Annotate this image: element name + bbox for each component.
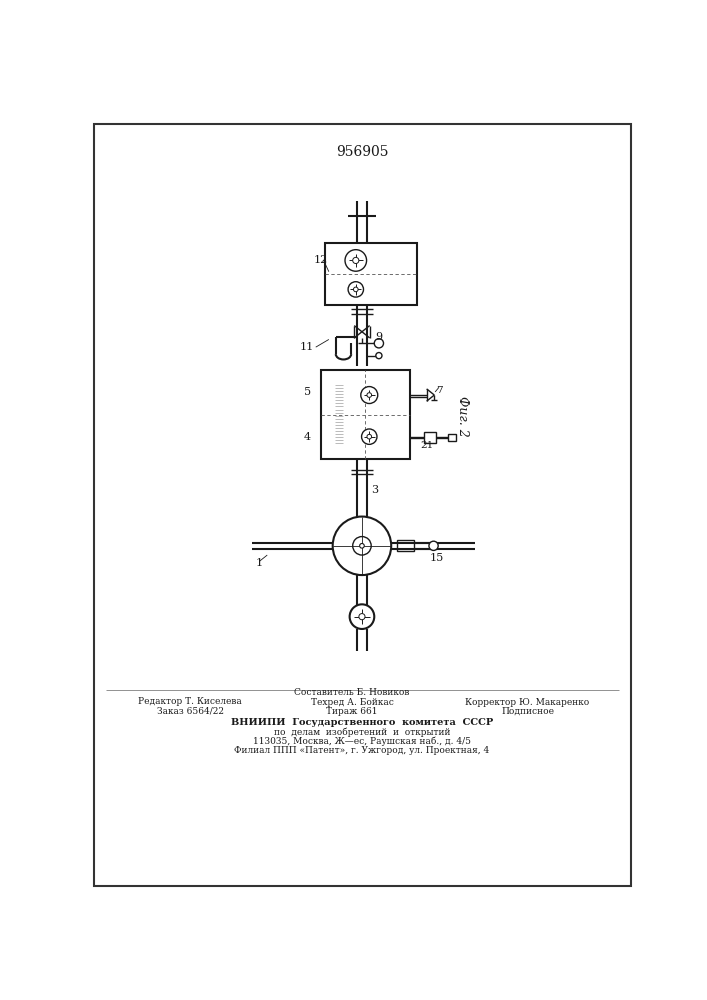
Text: Филиал ППП «Патент», г. Ужгород, ул. Проектная, 4: Филиал ППП «Патент», г. Ужгород, ул. Про…: [234, 746, 489, 755]
Text: Составитель Б. Новиков: Составитель Б. Новиков: [294, 688, 409, 697]
Circle shape: [350, 604, 374, 629]
Bar: [397, 540, 414, 551]
Circle shape: [354, 287, 358, 292]
Text: 1: 1: [256, 558, 263, 568]
Circle shape: [353, 257, 359, 264]
Text: 21: 21: [420, 441, 433, 450]
Circle shape: [359, 614, 365, 620]
Circle shape: [360, 544, 364, 548]
Circle shape: [376, 353, 382, 359]
Text: 11: 11: [299, 342, 313, 352]
Text: Корректор Ю. Макаренко: Корректор Ю. Макаренко: [465, 698, 590, 707]
Bar: [448, 434, 456, 441]
Text: 15: 15: [430, 553, 444, 563]
Circle shape: [348, 282, 363, 297]
Text: Техред А. Бойкас: Техред А. Бойкас: [310, 698, 393, 707]
Circle shape: [345, 250, 366, 271]
Circle shape: [361, 429, 377, 444]
Bar: [325, 243, 417, 305]
Circle shape: [333, 517, 391, 575]
Text: 956905: 956905: [336, 145, 388, 159]
Text: ВНИИПИ  Государственного  комитета  СССР: ВНИИПИ Государственного комитета СССР: [230, 718, 493, 727]
Text: 7: 7: [436, 386, 443, 395]
Text: 12: 12: [313, 255, 327, 265]
Text: 3: 3: [371, 485, 378, 495]
Text: Редактор Т. Киселева: Редактор Т. Киселева: [139, 697, 242, 706]
Text: 9: 9: [375, 332, 382, 342]
Circle shape: [353, 537, 371, 555]
Text: Тираж 661: Тираж 661: [326, 707, 378, 716]
Text: по  делам  изобретений  и  открытий: по делам изобретений и открытий: [274, 727, 450, 737]
Bar: [321, 370, 409, 459]
Text: 113035, Москва, Ж—ес, Раушская наб., д. 4/5: 113035, Москва, Ж—ес, Раушская наб., д. …: [253, 737, 471, 746]
Text: Заказ 6564/22: Заказ 6564/22: [157, 707, 223, 716]
Circle shape: [374, 339, 383, 348]
Text: 5: 5: [304, 387, 311, 397]
Circle shape: [361, 387, 378, 404]
Text: Подписное: Подписное: [501, 707, 554, 716]
Circle shape: [367, 434, 372, 439]
Text: Фиг. 2: Фиг. 2: [456, 396, 469, 437]
Circle shape: [429, 541, 438, 550]
Text: 4: 4: [304, 432, 311, 442]
Circle shape: [367, 393, 372, 397]
Bar: [423, 432, 436, 443]
